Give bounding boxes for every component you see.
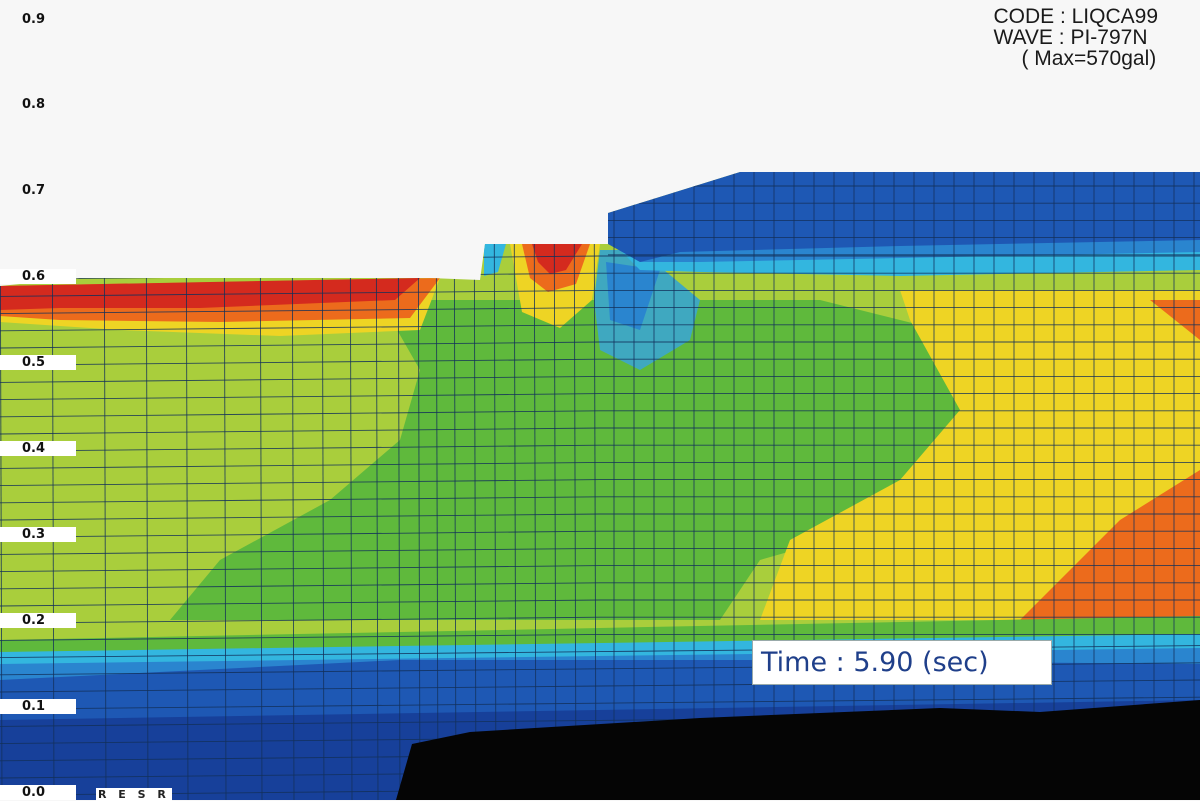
zone-light-blue-lens [606,262,660,330]
mesh-row [0,668,601,676]
y-tick-label: 0.0 [0,785,76,800]
mesh-column [533,172,537,800]
mesh-row [0,479,601,487]
y-tick-label: 0.4 [0,441,76,456]
mesh-row [0,461,601,469]
zone-yellow-right [760,290,1200,620]
y-tick-label: 0.1 [0,699,76,714]
mesh-row [0,702,601,710]
mesh-row [0,410,601,418]
mesh-row [0,393,601,401]
y-tick-label: 0.8 [22,97,46,112]
mesh-row [0,685,601,693]
mesh-row [0,444,601,452]
mesh-column [493,172,497,800]
y-tick-label: 0.9 [22,12,46,27]
mesh-row [0,599,601,607]
y-tick-label: 0.2 [0,613,76,628]
y-tick-label: 0.7 [22,183,46,198]
y-tick-label: 0.3 [0,527,76,542]
mesh-row [0,565,601,573]
mesh-row [0,719,601,727]
mesh-column [573,172,577,800]
mesh-row [0,530,601,538]
mesh-column [553,172,557,800]
mesh-column [593,172,597,800]
zone-cyan-left-mound [484,244,506,276]
mesh-row [0,496,601,504]
zone-red-mound [532,244,582,274]
mesh-row [0,616,601,624]
max-accel-label: ( Max=570gal) [1021,47,1157,70]
code-label: CODE : LIQCA99 [993,5,1158,28]
mesh-row [0,358,601,366]
legend-tag: R E S R [96,788,172,801]
mesh-row [599,696,1200,704]
mesh-column [513,172,517,800]
mesh-row [0,513,601,521]
mesh-row [0,633,601,641]
y-tick-label: 0.6 [0,269,76,284]
mesh-row [0,341,601,349]
y-tick-label: 0.5 [0,355,76,370]
bedrock [396,700,1200,800]
time-readout: Time : 5.90 (sec) [752,640,1052,685]
mesh-row [0,375,601,383]
analysis-info: CODE : LIQCA99 WAVE : PI-797N ( Max=570g… [993,6,1158,69]
mesh-row [0,427,601,435]
mesh-row [0,289,601,297]
mesh-row [0,307,601,315]
wave-label: WAVE : PI-797N [993,26,1148,49]
mesh-row [0,582,601,590]
mesh-row [0,547,601,555]
mesh-row [0,651,601,659]
mesh-row [0,324,601,332]
zone-orange-right [1150,300,1200,340]
